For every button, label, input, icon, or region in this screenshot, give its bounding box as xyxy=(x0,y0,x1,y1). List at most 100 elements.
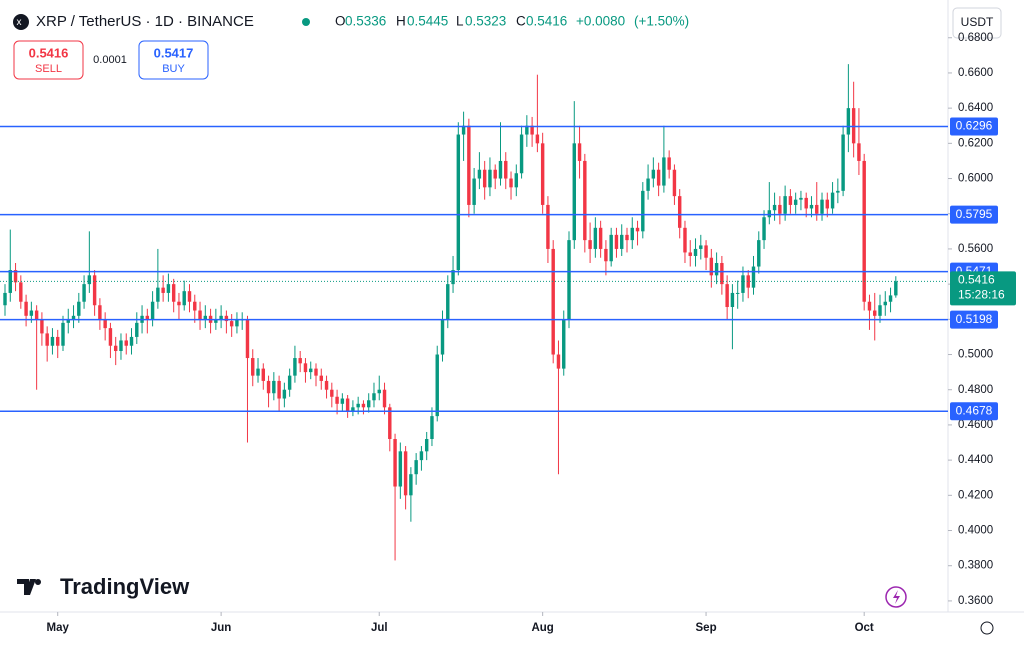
candle-body xyxy=(804,197,808,209)
candle-body xyxy=(888,295,893,302)
candle-body xyxy=(793,199,798,205)
candle-body xyxy=(345,398,350,411)
sell-button[interactable] xyxy=(13,40,84,80)
sell-price: 0.5416 xyxy=(29,45,69,60)
candle-body xyxy=(156,287,160,302)
level-tag xyxy=(950,117,998,136)
candle-body xyxy=(725,284,729,308)
sell-label: SELL xyxy=(35,63,62,75)
candle-body xyxy=(340,398,345,404)
candle-body xyxy=(667,157,671,170)
candle-body xyxy=(646,178,650,191)
candle-body xyxy=(598,227,603,249)
y-tick-label: 0.3800 xyxy=(958,560,993,572)
currency-button[interactable] xyxy=(952,7,1002,39)
candle-body xyxy=(757,240,761,267)
o-label: O xyxy=(335,14,346,29)
candle-body xyxy=(519,134,524,174)
candle-body xyxy=(609,234,613,262)
candle-body xyxy=(330,389,334,397)
candle-body xyxy=(656,169,661,186)
candle-body xyxy=(150,301,155,320)
candle-body xyxy=(635,227,640,232)
level-label: 0.6296 xyxy=(956,119,993,133)
candle-body xyxy=(572,143,576,241)
y-tick-label: 0.6400 xyxy=(958,102,993,114)
candle-body xyxy=(335,396,339,404)
c-label: C xyxy=(516,14,526,29)
candle-body xyxy=(498,160,503,179)
candle-body xyxy=(219,315,223,320)
candle-body xyxy=(641,190,645,232)
candle-body xyxy=(762,217,766,241)
x-tick-label: Oct xyxy=(855,622,874,634)
candle-body xyxy=(61,322,65,346)
y-tick-label: 0.6200 xyxy=(958,137,993,149)
candle-body xyxy=(625,234,629,241)
candle-body xyxy=(103,319,107,329)
candle-body xyxy=(783,196,787,214)
y-tick-label: 0.4600 xyxy=(958,419,993,431)
candle-body xyxy=(446,284,450,320)
candle-body xyxy=(224,315,229,322)
buy-button[interactable] xyxy=(138,40,209,80)
candle-body xyxy=(488,169,492,188)
candle-body xyxy=(398,451,403,487)
level-label: 0.4678 xyxy=(956,403,993,417)
y-tick-label: 0.3600 xyxy=(958,595,993,607)
candle-body xyxy=(256,368,260,376)
alert-bolt xyxy=(893,590,900,604)
candle-body xyxy=(593,227,598,249)
candle-body xyxy=(772,204,777,211)
candle-body xyxy=(409,474,413,496)
symbol[interactable]: XRP / TetherUS · 1D · BINANCE xyxy=(36,13,254,30)
candle-body xyxy=(746,275,750,288)
candle-body xyxy=(514,173,519,188)
candle-body xyxy=(419,451,424,461)
candle-body xyxy=(277,380,281,399)
y-tick-label: 0.5600 xyxy=(958,243,993,255)
candle-body xyxy=(467,125,471,205)
candle-body xyxy=(883,301,887,306)
candle-body xyxy=(751,266,756,288)
candle-body xyxy=(235,319,239,327)
y-tick-label: 0.4800 xyxy=(958,384,993,396)
candle-body xyxy=(878,305,882,316)
candle-body xyxy=(630,227,634,241)
candle-body xyxy=(620,234,624,249)
spread: 0.0001 xyxy=(93,54,127,66)
l-label: L xyxy=(456,14,464,29)
y-tick-label: 0.4400 xyxy=(958,454,993,466)
candle-body xyxy=(135,322,139,337)
header: x XRP / TetherUS · 1D · BINANCE O 0.5336… xyxy=(13,13,689,30)
candle-body xyxy=(451,270,455,285)
y-tick-label: 0.6800 xyxy=(958,32,993,44)
candle-body xyxy=(493,169,497,179)
y-tick-label: 0.6000 xyxy=(958,173,993,185)
candle-body xyxy=(424,439,429,452)
buy-label: BUY xyxy=(162,63,185,75)
candle-body xyxy=(113,345,118,352)
settings-icon[interactable] xyxy=(980,621,994,635)
candle-body xyxy=(767,210,772,218)
h-label: H xyxy=(396,14,406,29)
candle-body xyxy=(530,125,534,135)
candle-body xyxy=(34,310,39,320)
candle-body xyxy=(546,204,550,249)
logo-mark xyxy=(17,579,42,595)
candle-body xyxy=(203,315,208,320)
candle-body xyxy=(894,281,898,296)
candle-body xyxy=(714,263,719,276)
level-tag xyxy=(950,402,998,421)
candle-body xyxy=(251,358,255,376)
candle-body xyxy=(24,301,28,316)
candle-body xyxy=(166,284,171,293)
level-label: 0.5795 xyxy=(956,207,993,221)
alert-icon[interactable] xyxy=(885,586,907,608)
candle-body xyxy=(98,305,102,320)
candle-body xyxy=(735,292,740,294)
candle-body xyxy=(482,169,487,188)
candle-body xyxy=(567,240,571,320)
candle-body xyxy=(40,319,44,334)
